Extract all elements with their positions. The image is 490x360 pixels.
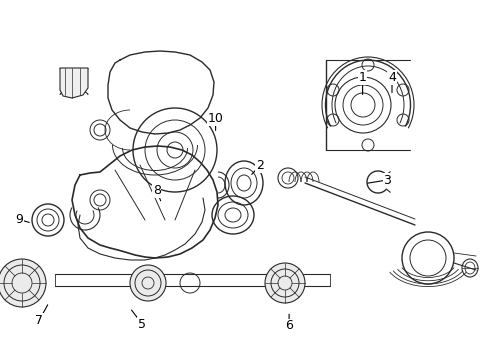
Text: 8: 8 [153,184,161,197]
Text: 10: 10 [208,112,223,125]
Text: 5: 5 [138,318,146,330]
Text: 7: 7 [35,314,43,327]
Polygon shape [60,68,88,98]
Text: 6: 6 [285,319,293,332]
Text: 1: 1 [359,71,367,84]
Text: 3: 3 [383,174,391,186]
Text: 2: 2 [256,159,264,172]
Text: 9: 9 [16,213,24,226]
Circle shape [130,265,166,301]
Circle shape [0,259,46,307]
Text: 4: 4 [388,71,396,84]
Circle shape [265,263,305,303]
